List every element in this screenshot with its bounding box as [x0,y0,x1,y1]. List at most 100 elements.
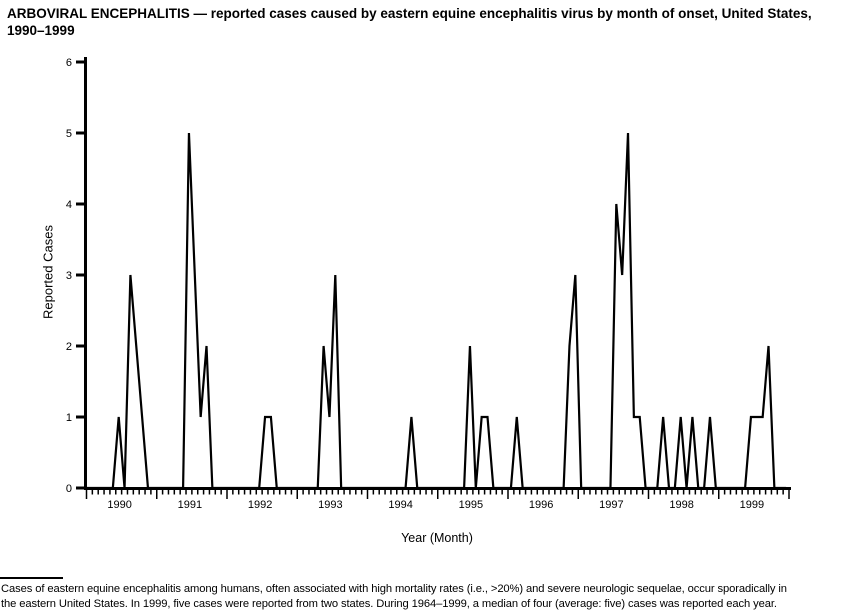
month-tick [255,490,258,495]
y-tick [76,202,84,206]
month-tick [407,490,410,495]
month-tick [314,490,316,495]
month-tick [776,490,779,495]
month-tick [600,490,603,495]
month-tick [378,490,380,495]
month-tick [243,490,246,495]
month-tick [472,490,474,495]
month-tick [618,490,620,495]
y-tick-label: 1 [66,412,72,424]
month-tick [489,490,492,495]
month-tick [413,490,416,495]
month-tick [214,490,217,495]
month-tick [513,490,515,495]
month-tick [518,490,521,495]
month-tick [747,490,749,495]
month-tick [126,490,129,495]
year-tick-label: 1998 [669,499,693,511]
month-tick [559,490,562,495]
month-tick [202,490,205,495]
month-tick [384,490,386,495]
month-tick [700,490,702,495]
year-tick-label: 1995 [459,499,483,511]
month-tick [109,490,111,495]
y-tick [76,273,84,277]
month-tick [103,490,105,495]
month-tick [337,490,339,495]
month-tick [770,490,773,495]
month-tick [360,490,363,495]
year-tick [437,490,439,499]
month-tick [595,490,597,495]
month-tick [185,490,187,495]
month-tick [355,490,357,495]
month-tick [448,490,451,495]
month-tick [91,490,94,495]
month-tick [671,490,673,495]
month-tick [425,490,427,495]
year-tick [788,490,790,499]
month-tick [630,490,632,495]
month-tick [606,490,609,495]
y-tick-label: 6 [66,57,72,69]
year-tick-label: 1992 [248,499,272,511]
month-tick [196,490,199,495]
month-tick [278,490,281,495]
month-tick [120,490,123,495]
month-tick [167,490,170,495]
year-tick-label: 1991 [178,499,202,511]
month-tick [442,490,445,495]
month-tick [161,490,164,495]
year-tick-label: 1996 [529,499,553,511]
month-tick [636,490,638,495]
month-tick [97,490,99,495]
year-tick [718,490,720,499]
month-tick [144,490,146,495]
y-tick-label: 4 [66,199,72,211]
y-tick [76,131,84,135]
year-tick [226,490,228,499]
month-tick [565,490,568,495]
year-tick-label: 1993 [318,499,342,511]
footnote-rule [0,577,63,579]
year-tick [296,490,298,499]
y-tick-label: 0 [66,483,72,495]
month-tick [782,490,784,495]
year-tick [366,490,369,499]
month-tick [495,490,498,495]
y-tick [76,486,84,490]
month-tick [589,490,591,495]
month-tick [501,490,503,495]
month-tick [583,490,585,495]
y-tick [76,415,84,419]
figure-title-line1: ARBOVIRAL ENCEPHALITIS — reported cases … [7,6,812,21]
month-tick [331,490,334,495]
month-tick [624,490,626,495]
month-tick [571,490,574,495]
x-axis-label: Year (Month) [401,531,473,545]
month-tick [249,490,252,495]
year-tick [156,490,158,499]
year-tick-label: 1990 [107,499,131,511]
month-tick [524,490,527,495]
month-tick [261,490,263,495]
figure-title-line2: 1990–1999 [7,23,75,38]
month-tick [150,490,152,495]
y-tick [76,60,84,64]
month-tick [483,490,486,495]
y-axis-label: Reported Cases [40,225,56,319]
month-tick [396,490,398,495]
month-tick [173,490,176,495]
month-tick [694,490,697,495]
y-tick-label: 2 [66,341,72,353]
year-tick [577,490,579,499]
month-tick [302,490,304,495]
month-tick [764,490,767,495]
y-tick-label: 5 [66,128,72,140]
month-tick [138,490,140,495]
month-tick [653,490,656,495]
month-tick [232,490,234,495]
month-tick [677,490,679,495]
month-tick [179,490,181,495]
year-tick-label: 1999 [740,499,764,511]
